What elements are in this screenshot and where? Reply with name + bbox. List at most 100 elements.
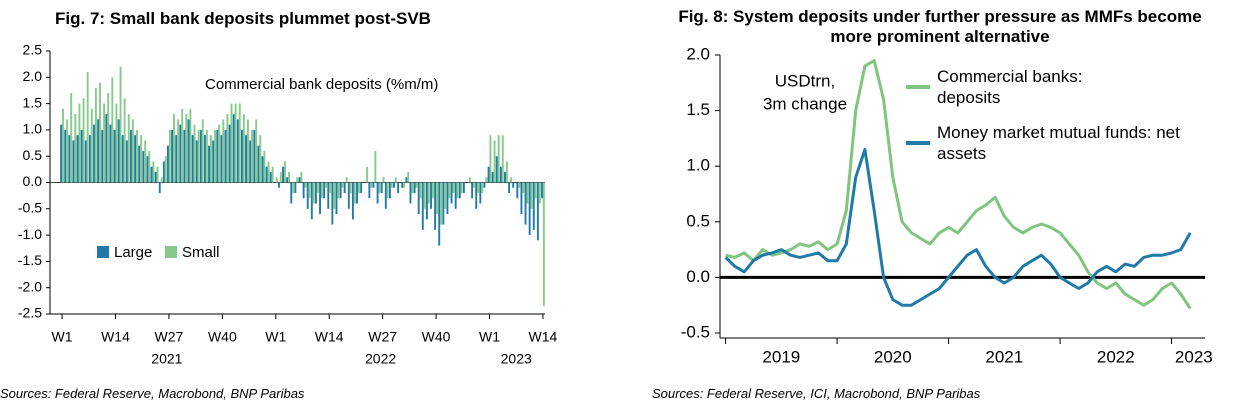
y-tick-label: 0.0 bbox=[686, 267, 710, 286]
bar bbox=[136, 129, 138, 183]
x-tick-label: W40 bbox=[422, 329, 451, 345]
bar bbox=[327, 182, 330, 209]
bar bbox=[446, 182, 449, 215]
bar bbox=[460, 182, 463, 194]
y-tick-label: 0.5 bbox=[23, 147, 43, 163]
bar bbox=[481, 182, 484, 194]
bar bbox=[468, 177, 471, 183]
y-tick-label: 1.0 bbox=[23, 121, 43, 137]
bar bbox=[265, 166, 268, 183]
bar bbox=[99, 82, 101, 183]
bar bbox=[423, 182, 426, 209]
x-tick-label: W14 bbox=[529, 329, 558, 345]
x-tick-label: 2019 bbox=[762, 347, 800, 366]
bar bbox=[205, 129, 208, 183]
y-tick-label: 1.5 bbox=[686, 100, 710, 119]
bar bbox=[374, 150, 377, 183]
bar bbox=[331, 182, 334, 225]
bar bbox=[93, 124, 95, 183]
bar bbox=[191, 135, 194, 183]
bar bbox=[292, 182, 295, 194]
bar bbox=[162, 161, 165, 183]
bar bbox=[86, 72, 89, 183]
bar bbox=[277, 182, 280, 188]
bar bbox=[218, 124, 221, 183]
bar bbox=[522, 182, 525, 194]
bar bbox=[88, 135, 91, 183]
x-tick-label: 2020 bbox=[874, 347, 912, 366]
source: Sources: Federal Reserve, ICI, Macrobond… bbox=[652, 386, 981, 401]
bar bbox=[154, 171, 157, 183]
bar bbox=[144, 140, 147, 183]
bar bbox=[409, 182, 412, 204]
bar bbox=[177, 119, 180, 183]
bar bbox=[201, 119, 204, 183]
bar bbox=[458, 182, 461, 199]
bar bbox=[448, 182, 451, 199]
bar bbox=[356, 182, 358, 204]
bar bbox=[306, 182, 309, 209]
bar bbox=[442, 182, 445, 225]
bar bbox=[504, 171, 506, 183]
bar bbox=[302, 182, 305, 199]
bar bbox=[263, 150, 266, 183]
bar bbox=[220, 135, 223, 183]
bar bbox=[335, 182, 338, 215]
chart-title: Fig. 8: System deposits under further pr… bbox=[678, 7, 1202, 46]
legend-label: Small bbox=[182, 244, 220, 261]
y-tick-label: 1.0 bbox=[686, 156, 710, 175]
bar bbox=[296, 177, 299, 183]
bar bbox=[524, 182, 527, 225]
bar bbox=[111, 77, 114, 183]
bar bbox=[76, 135, 79, 183]
bar bbox=[530, 182, 533, 209]
bar bbox=[82, 98, 85, 183]
bar bbox=[222, 119, 225, 183]
bar bbox=[493, 140, 496, 183]
bar bbox=[372, 182, 375, 188]
bar bbox=[130, 129, 132, 183]
x-group-label: 2023 bbox=[501, 351, 532, 367]
bar bbox=[97, 119, 100, 183]
bar bbox=[487, 166, 490, 183]
bar bbox=[308, 182, 311, 199]
bar bbox=[152, 161, 155, 183]
bar bbox=[115, 103, 118, 183]
bar bbox=[271, 166, 274, 183]
bar bbox=[505, 161, 508, 183]
bar bbox=[413, 182, 416, 194]
bar bbox=[320, 182, 323, 199]
bar bbox=[479, 182, 482, 204]
bar bbox=[475, 182, 478, 209]
bar bbox=[333, 182, 336, 209]
bar bbox=[501, 135, 504, 183]
x-tick-label: W27 bbox=[155, 329, 184, 345]
bar bbox=[168, 129, 171, 183]
bar bbox=[343, 182, 346, 194]
bar bbox=[473, 182, 475, 188]
bar bbox=[228, 124, 231, 183]
bar bbox=[261, 156, 264, 183]
bar bbox=[288, 171, 290, 183]
bar bbox=[181, 108, 184, 183]
bar bbox=[197, 129, 200, 183]
bar bbox=[253, 129, 256, 183]
bar bbox=[497, 135, 500, 183]
bar bbox=[148, 150, 151, 183]
bar bbox=[538, 182, 541, 204]
bar bbox=[312, 182, 315, 204]
y-tick-label: -1.0 bbox=[18, 226, 42, 242]
bar bbox=[378, 182, 381, 194]
bar bbox=[255, 119, 258, 183]
bar bbox=[329, 182, 332, 194]
bar bbox=[360, 182, 363, 194]
bar bbox=[542, 182, 545, 307]
x-tick-label: W14 bbox=[315, 329, 344, 345]
y-tick-label: -2.5 bbox=[18, 305, 42, 321]
bar bbox=[187, 119, 190, 183]
bar bbox=[407, 171, 410, 183]
x-tick-label: 2021 bbox=[985, 347, 1023, 366]
bar bbox=[193, 124, 196, 183]
bar bbox=[425, 182, 428, 220]
